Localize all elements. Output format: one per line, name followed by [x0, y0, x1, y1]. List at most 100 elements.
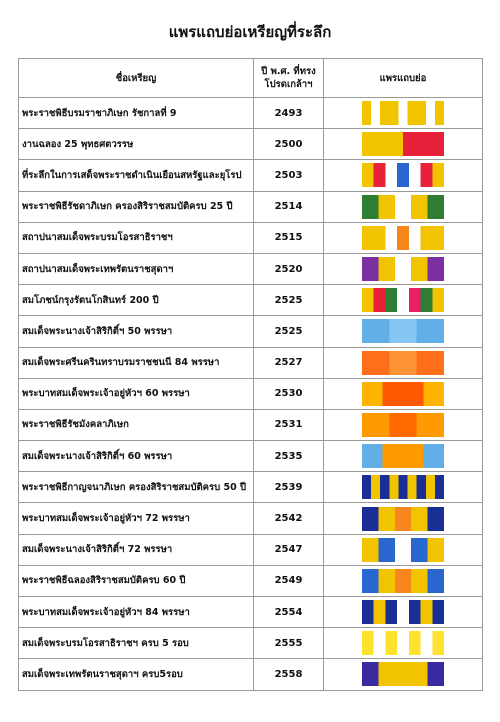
medal-year: 2525: [253, 315, 324, 348]
table-body: พระราชพิธีบรมราชาภิเษก รัชกาลที่ 9 2493 งา…: [18, 96, 483, 691]
medal-name: งานฉลอง 25 พุทธศตวรรษ: [18, 128, 254, 161]
header-cell: ชื่อเหรียญ: [18, 58, 254, 98]
ribbon: [362, 444, 444, 469]
table-row: งานฉลอง 25 พุทธศตวรรษ 2500: [18, 128, 483, 161]
medal-name: สมเด็จพระบรมโอรสาธิราชฯ ครบ 5 รอบ: [18, 627, 254, 660]
table-row: สมเด็จพระศรีนครินทราบรมราชชนนี 84 พรรษา 2…: [18, 346, 483, 379]
ribbon-cell: [323, 346, 483, 379]
header-row: ชื่อเหรียญ ปี พ.ศ. ที่ทรงโปรดเกล้าฯ แพรแ…: [18, 58, 483, 98]
medal-year: 2527: [253, 346, 324, 379]
header-cell: ปี พ.ศ. ที่ทรงโปรดเกล้าฯ: [253, 58, 324, 98]
ribbon: [362, 600, 444, 625]
header-cell: แพรแถบย่อ: [323, 58, 483, 98]
ribbon: [362, 568, 444, 593]
medal-name: ที่ระลึกในการเสด็จพระราชดำเนินเยือนสหรัฐ…: [18, 159, 254, 192]
medal-name: พระบาทสมเด็จพระเจ้าอยู่หัวฯ 60 พรรษา: [18, 377, 254, 410]
ribbon: [362, 506, 444, 531]
medal-name: พระบาทสมเด็จพระเจ้าอยู่หัวฯ 72 พรรษา: [18, 502, 254, 535]
medal-name: สมเด็จพระนางเจ้าสิริกิติ์ฯ 50 พรรษา: [18, 315, 254, 348]
medal-year: 2547: [253, 533, 324, 566]
medal-year: 2503: [253, 159, 324, 192]
ribbon-cell: [323, 315, 483, 348]
medal-year: 2558: [253, 658, 324, 691]
ribbon-cell: [323, 128, 483, 161]
table-row: พระราชพิธีบรมราชาภิเษก รัชกาลที่ 9 2493: [18, 96, 483, 130]
ribbon-cell: [323, 284, 483, 317]
medal-name: สมเด็จพระเทพรัตนราชสุดาฯ ครบ5รอบ: [18, 658, 254, 691]
medal-year: 2549: [253, 564, 324, 598]
medal-year: 2539: [253, 471, 324, 504]
table-row: พระบาทสมเด็จพระเจ้าอยู่หัวฯ 60 พรรษา 2530: [18, 377, 483, 410]
medal-year: 2515: [253, 221, 324, 254]
table-row: สมเด็จพระบรมโอรสาธิราชฯ ครบ 5 รอบ 2555: [18, 627, 483, 660]
medal-table: ชื่อเหรียญ ปี พ.ศ. ที่ทรงโปรดเกล้าฯ แพรแ…: [18, 58, 483, 691]
ribbon-cell: [323, 252, 483, 286]
table-row: สถาปนาสมเด็จพระเทพรัตนราชสุดาฯ 2520: [18, 252, 483, 286]
medal-year: 2514: [253, 190, 324, 223]
ribbon: [362, 412, 444, 437]
table-row: พระราชพิธีรัชมังคลาภิเษก 2531: [18, 408, 483, 442]
ribbon: [362, 225, 444, 250]
table-row: พระบาทสมเด็จพระเจ้าอยู่หัวฯ 84 พรรษา 2554: [18, 595, 483, 629]
ribbon-cell: [323, 96, 483, 130]
ribbon: [362, 163, 444, 188]
medal-name: สถาปนาสมเด็จพระบรมโอรสาธิราชฯ: [18, 221, 254, 254]
medal-year: 2530: [253, 377, 324, 410]
ribbon: [362, 257, 444, 282]
ribbon: [362, 319, 444, 344]
table-row: ที่ระลึกในการเสด็จพระราชดำเนินเยือนสหรัฐ…: [18, 159, 483, 192]
ribbon-cell: [323, 627, 483, 660]
medal-name: พระราชพิธีฉลองสิริราชสมบัติครบ 60 ปี: [18, 564, 254, 598]
ribbon: [362, 288, 444, 313]
medal-year: 2542: [253, 502, 324, 535]
medal-year: 2500: [253, 128, 324, 161]
medal-name: สมเด็จพระนางเจ้าสิริกิติ์ฯ 60 พรรษา: [18, 440, 254, 473]
ribbon-cell: [323, 408, 483, 442]
table-row: สมเด็จพระนางเจ้าสิริกิติ์ฯ 72 พรรษา 2547: [18, 533, 483, 566]
medal-name: พระราชพิธีบรมราชาภิเษก รัชกาลที่ 9: [18, 96, 254, 130]
medal-name: พระราชพิธีรัชดาภิเษก ครองสิริราชสมบัติคร…: [18, 190, 254, 223]
ribbon: [362, 194, 444, 219]
medal-name: พระบาทสมเด็จพระเจ้าอยู่หัวฯ 84 พรรษา: [18, 595, 254, 629]
ribbon: [362, 475, 444, 500]
medal-year: 2535: [253, 440, 324, 473]
medal-name: พระราชพิธีรัชมังคลาภิเษก: [18, 408, 254, 442]
medal-year: 2554: [253, 595, 324, 629]
ribbon-cell: [323, 159, 483, 192]
ribbon: [362, 631, 444, 656]
page-title: แพรแถบย่อเหรียญที่ระลึก: [168, 23, 332, 41]
ribbon-cell: [323, 658, 483, 691]
medal-year: 2531: [253, 408, 324, 442]
table-row: พระราชพิธีกาญจนาภิเษก ครองสิริราชสมบัติค…: [18, 471, 483, 504]
ribbon: [362, 381, 444, 406]
ribbon: [362, 132, 444, 157]
ribbon-cell: [323, 221, 483, 254]
ribbon: [362, 537, 444, 562]
ribbon-cell: [323, 190, 483, 223]
table-row: พระบาทสมเด็จพระเจ้าอยู่หัวฯ 72 พรรษา 2542: [18, 502, 483, 535]
ribbon-cell: [323, 595, 483, 629]
table-row: สถาปนาสมเด็จพระบรมโอรสาธิราชฯ 2515: [18, 221, 483, 254]
ribbon-cell: [323, 564, 483, 598]
header-line: ปี พ.ศ. ที่ทรง: [261, 66, 316, 77]
medal-year: 2493: [253, 96, 324, 130]
ribbon-cell: [323, 471, 483, 504]
ribbon: [362, 350, 444, 375]
ribbon: [362, 101, 444, 126]
medal-name: สมเด็จพระศรีนครินทราบรมราชชนนี 84 พรรษา: [18, 346, 254, 379]
ribbon-cell: [323, 440, 483, 473]
table-row: พระราชพิธีรัชดาภิเษก ครองสิริราชสมบัติคร…: [18, 190, 483, 223]
medal-year: 2520: [253, 252, 324, 286]
table-row: สมโภชน์กรุงรัตนโกสินทร์ 200 ปี 2525: [18, 284, 483, 317]
medal-name: พระราชพิธีกาญจนาภิเษก ครองสิริราชสมบัติค…: [18, 471, 254, 504]
medal-name: สมโภชน์กรุงรัตนโกสินทร์ 200 ปี: [18, 284, 254, 317]
ribbon-cell: [323, 377, 483, 410]
medal-year: 2525: [253, 284, 324, 317]
table-row: สมเด็จพระนางเจ้าสิริกิติ์ฯ 60 พรรษา 2535: [18, 440, 483, 473]
medal-year: 2555: [253, 627, 324, 660]
table-row: สมเด็จพระนางเจ้าสิริกิติ์ฯ 50 พรรษา 2525: [18, 315, 483, 348]
header-line: โปรดเกล้าฯ: [264, 79, 313, 90]
medal-name: สมเด็จพระนางเจ้าสิริกิติ์ฯ 72 พรรษา: [18, 533, 254, 566]
ribbon-cell: [323, 533, 483, 566]
medal-name: สถาปนาสมเด็จพระเทพรัตนราชสุดาฯ: [18, 252, 254, 286]
